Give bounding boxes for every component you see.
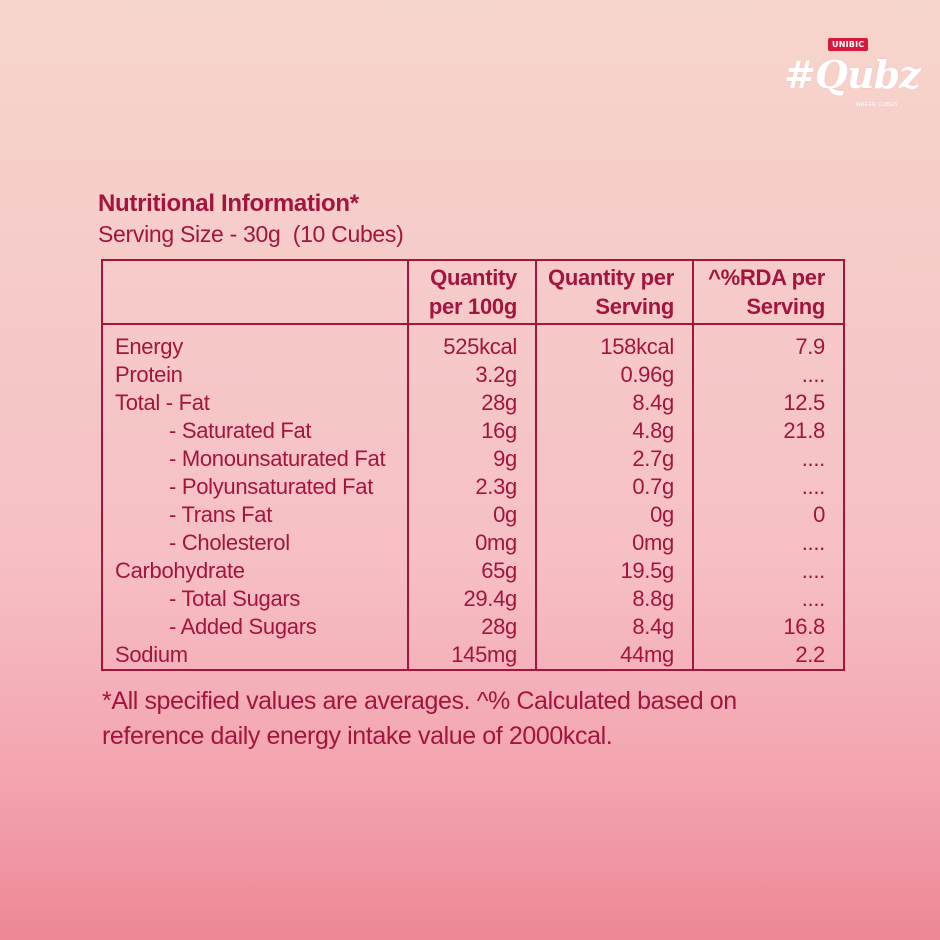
panel-title: Nutritional Information* — [98, 190, 359, 217]
nutrition-table: Quantity per 100g Quantity per Serving ^… — [101, 259, 845, 671]
value-per-100g: 0g — [408, 501, 537, 529]
nutrition-table-header: Quantity per 100g Quantity per Serving ^… — [102, 260, 844, 325]
table-row: - Cholesterol 0mg 0mg.... — [102, 529, 844, 557]
table-row: Energy 525kcal 158kcal 7.9 — [102, 324, 844, 361]
header-per-serving: Quantity per Serving — [536, 260, 694, 325]
nutrient-name: - Polyunsaturated Fat — [102, 473, 409, 501]
nutrient-name: - Monounsaturated Fat — [102, 445, 409, 473]
value-rda: 12.5 — [783, 390, 825, 415]
table-row: - Polyunsaturated Fat 2.3g 0.7g.... — [102, 473, 844, 501]
value-per-100g: 9g — [408, 445, 537, 473]
value-per-100g: 2.3g — [408, 473, 537, 501]
nutrient-name: - Total Sugars — [102, 585, 409, 613]
value-per-serving: 19.5g — [536, 557, 694, 585]
table-row: Carbohydrate 65g 19.5g.... — [102, 557, 844, 585]
table-row: Protein 3.2g 0.96g.... — [102, 361, 844, 389]
nutrient-name: - Saturated Fat — [102, 417, 409, 445]
value-per-100g: 145mg — [408, 641, 537, 670]
table-row: - Saturated Fat 16g 4.8g 21.8 — [102, 417, 844, 445]
brand-tagline: WAFER CUBES — [856, 102, 898, 108]
value-rda: .... — [801, 558, 826, 583]
table-row: Total - Fat 28g 8.4g 12.5 — [102, 389, 844, 417]
value-rda: .... — [801, 446, 826, 471]
nutrient-name: - Trans Fat — [102, 501, 409, 529]
value-per-serving: 0mg — [536, 529, 694, 557]
value-per-serving: 0.7g — [536, 473, 694, 501]
nutrient-name: Sodium — [102, 641, 409, 670]
nutrition-table-body: Energy 525kcal 158kcal 7.9 Protein 3.2g 0.96g.… — [102, 324, 844, 670]
nutrient-name: Total - Fat — [102, 389, 409, 417]
brand-logo: UNIBIC #Qubz WAFER CUBES — [782, 38, 921, 118]
value-per-serving: 158kcal — [536, 324, 694, 361]
value-per-100g: 28g — [408, 389, 537, 417]
value-per-serving: 0g — [536, 501, 694, 529]
table-row: - Monounsaturated Fat 9g 2.7g.... — [102, 445, 844, 473]
header-rda: ^%RDA per Serving — [693, 260, 844, 325]
value-rda: .... — [801, 530, 826, 555]
value-rda: 16.8 — [783, 614, 825, 639]
value-per-serving: 8.4g — [536, 389, 694, 417]
value-per-100g: 525kcal — [408, 324, 537, 361]
value-rda: 2.2 — [795, 642, 825, 667]
value-per-serving: 44mg — [536, 641, 694, 670]
value-per-serving: 8.4g — [536, 613, 694, 641]
table-row: Sodium 145mg 44mg 2.2 — [102, 641, 844, 670]
brand-badge: UNIBIC — [828, 38, 869, 51]
serving-size: Serving Size - 30g (10 Cubes) — [98, 221, 404, 247]
value-per-100g: 28g — [408, 613, 537, 641]
nutrient-name: - Added Sugars — [102, 613, 409, 641]
value-rda: .... — [801, 586, 826, 611]
value-per-serving: 2.7g — [536, 445, 694, 473]
value-rda: 7.9 — [795, 334, 825, 359]
table-row: - Added Sugars 28g 8.4g 16.8 — [102, 613, 844, 641]
header-nutrient — [102, 260, 409, 325]
value-rda: .... — [801, 362, 826, 387]
brand-wordmark: #Qubz — [784, 52, 921, 97]
value-rda: .... — [801, 474, 826, 499]
value-per-100g: 3.2g — [408, 361, 537, 389]
value-per-serving: 4.8g — [536, 417, 694, 445]
value-rda: 0 — [813, 502, 825, 527]
nutrient-name: - Cholesterol — [102, 529, 409, 557]
footnote: *All specified values are averages. ^% C… — [102, 687, 737, 750]
header-per-100g: Quantity per 100g — [408, 260, 537, 325]
nutrient-name: Energy — [102, 324, 409, 361]
value-rda: 21.8 — [783, 418, 825, 443]
nutrient-name: Carbohydrate — [102, 557, 409, 585]
nutrient-name: Protein — [102, 361, 409, 389]
value-per-100g: 65g — [408, 557, 537, 585]
table-row: - Total Sugars 29.4g 8.8g.... — [102, 585, 844, 613]
value-per-serving: 8.8g — [536, 585, 694, 613]
value-per-serving: 0.96g — [536, 361, 694, 389]
value-per-100g: 16g — [408, 417, 537, 445]
table-row: - Trans Fat 0g 0g 0 — [102, 501, 844, 529]
value-per-100g: 0mg — [408, 529, 537, 557]
value-per-100g: 29.4g — [408, 585, 537, 613]
